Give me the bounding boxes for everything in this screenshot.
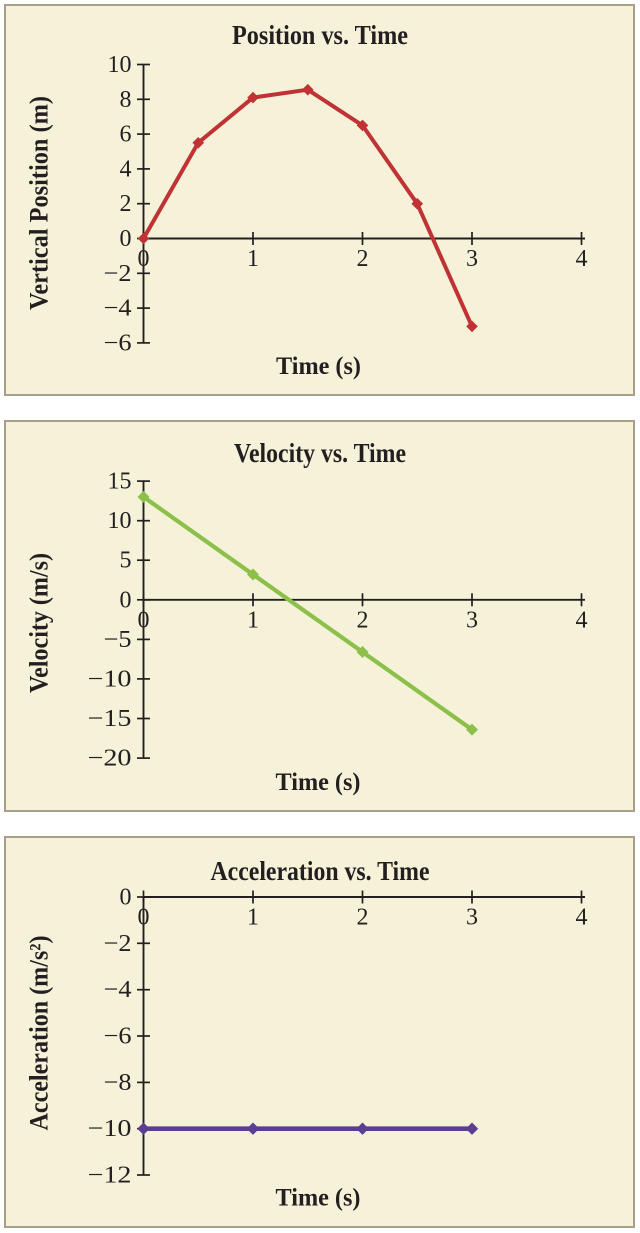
svg-text:0: 0	[138, 246, 150, 272]
svg-text:−10: −10	[88, 666, 132, 692]
svg-text:Time (s): Time (s)	[276, 353, 361, 380]
svg-text:0: 0	[120, 587, 132, 613]
svg-text:−20: −20	[88, 746, 132, 772]
svg-text:Time (s): Time (s)	[276, 769, 361, 796]
svg-text:1: 1	[247, 905, 259, 931]
svg-text:Velocity (m/s): Velocity (m/s)	[25, 553, 54, 693]
svg-text:4: 4	[576, 905, 588, 931]
svg-text:−15: −15	[88, 706, 132, 732]
svg-text:10: 10	[108, 52, 132, 78]
svg-text:4: 4	[576, 246, 588, 272]
svg-text:1: 1	[247, 246, 259, 272]
svg-text:2: 2	[357, 905, 369, 931]
svg-text:−12: −12	[88, 1163, 132, 1189]
svg-text:−10: −10	[88, 1116, 132, 1142]
svg-text:3: 3	[466, 905, 478, 931]
svg-text:3: 3	[466, 607, 478, 633]
svg-text:Position vs. Time: Position vs. Time	[232, 20, 408, 50]
svg-text:−5: −5	[104, 627, 132, 653]
svg-text:−2: −2	[104, 931, 132, 957]
svg-text:Velocity vs. Time: Velocity vs. Time	[234, 438, 406, 468]
svg-text:4: 4	[120, 156, 132, 182]
svg-text:Acceleration vs. Time: Acceleration vs. Time	[211, 856, 430, 886]
svg-text:5: 5	[120, 548, 132, 574]
svg-text:3: 3	[466, 246, 478, 272]
svg-text:Vertical Position (m): Vertical Position (m)	[25, 96, 54, 310]
svg-text:−6: −6	[104, 1024, 132, 1050]
svg-text:1: 1	[247, 607, 259, 633]
svg-text:−8: −8	[104, 1070, 132, 1096]
svg-text:10: 10	[108, 508, 132, 534]
svg-text:2: 2	[120, 191, 132, 217]
svg-text:0: 0	[120, 885, 132, 911]
svg-text:−4: −4	[104, 296, 132, 322]
svg-text:0: 0	[120, 226, 132, 252]
svg-text:−2: −2	[104, 261, 132, 287]
svg-text:0: 0	[138, 607, 150, 633]
svg-text:−4: −4	[104, 977, 132, 1003]
svg-text:15: 15	[108, 469, 132, 495]
svg-text:Time (s): Time (s)	[276, 1185, 361, 1212]
svg-text:8: 8	[120, 87, 132, 113]
svg-text:2: 2	[357, 246, 369, 272]
svg-text:Acceleration (m/s²): Acceleration (m/s²)	[25, 936, 54, 1131]
svg-text:−6: −6	[104, 330, 132, 356]
svg-text:4: 4	[576, 607, 588, 633]
svg-text:2: 2	[357, 607, 369, 633]
svg-text:0: 0	[138, 905, 150, 931]
svg-text:6: 6	[120, 122, 132, 148]
